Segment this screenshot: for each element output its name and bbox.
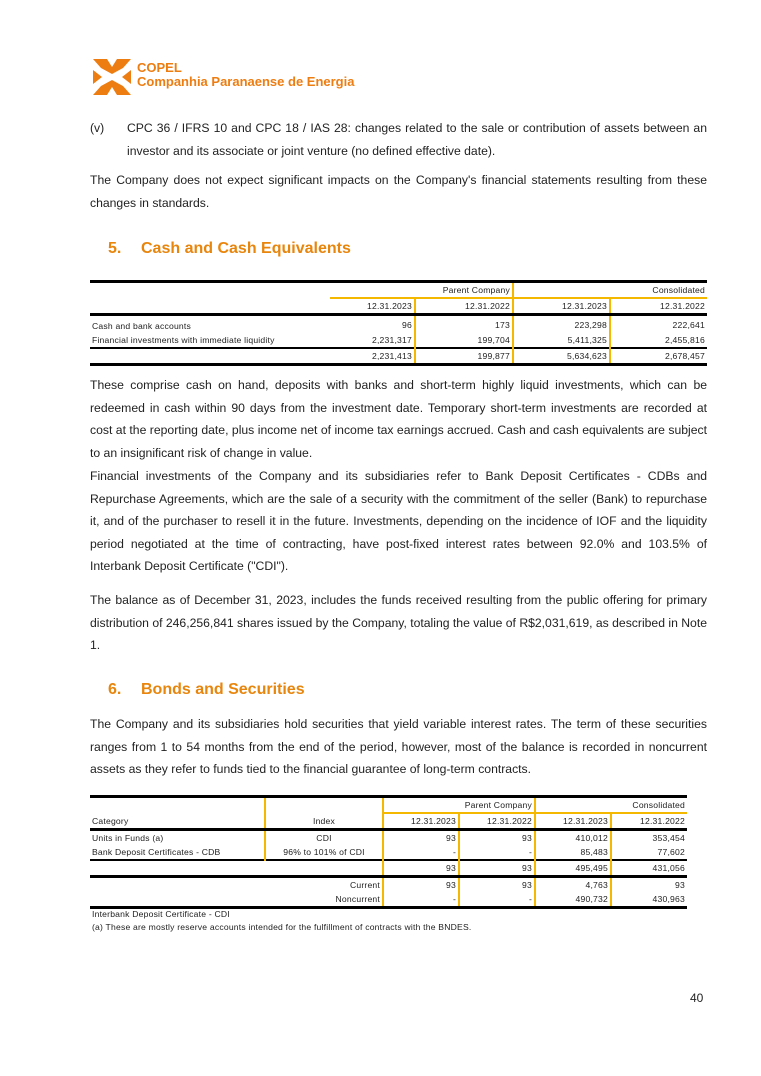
column-header: 12.31.2023 xyxy=(383,813,460,830)
cell: 77,602 xyxy=(657,847,685,857)
cell: 4,763 xyxy=(535,876,612,892)
cash-equivalents-table: Parent Company Consolidated 12.31.2023 12.… xyxy=(90,280,707,366)
column-header: 12.31.2023 xyxy=(330,298,416,315)
logo-line-2: Companhia Paranaense de Energia xyxy=(137,74,355,89)
column-header: 12.31.2022 xyxy=(639,816,685,826)
footnote: Interbank Deposit Certificate - CDI xyxy=(92,909,230,919)
table-row: Cash and bank accounts 96 173 223,298 222,64… xyxy=(90,314,707,333)
current-row: Current 93 93 4,763 93 xyxy=(90,876,687,892)
cell: 93 xyxy=(459,860,536,877)
cell: 85,483 xyxy=(535,845,612,860)
paragraph: These comprise cash on hand, deposits wi… xyxy=(90,378,707,460)
paragraph: The balance as of December 31, 2023, inc… xyxy=(90,593,707,652)
group-header: Consolidated xyxy=(513,281,707,299)
row-label: Current xyxy=(265,876,384,892)
table-row: Bank Deposit Certificates - CDB 96% to 10… xyxy=(90,845,687,860)
cell: 93 xyxy=(383,876,460,892)
group-header: Consolidated xyxy=(535,796,687,814)
table-row: Units in Funds (a) CDI 93 93 410,012 353,454 xyxy=(90,829,687,845)
cell: 222,641 xyxy=(672,319,705,330)
column-header: 12.31.2022 xyxy=(659,301,705,311)
cell: 2,231,413 xyxy=(330,348,416,365)
cell: 223,298 xyxy=(513,314,611,333)
cell: 495,495 xyxy=(535,860,612,877)
table-row: Financial investments with immediate liq… xyxy=(90,333,707,348)
column-header: 12.31.2023 xyxy=(513,298,611,315)
cell: 96% to 101% of CDI xyxy=(265,845,384,860)
cell: - xyxy=(459,845,536,860)
column-header: 12.31.2023 xyxy=(535,813,612,830)
paragraph: Financial investments of the Company and… xyxy=(90,469,707,573)
logo-line-1: COPEL xyxy=(137,60,182,75)
column-header: 12.31.2022 xyxy=(459,813,536,830)
cell: 2,231,317 xyxy=(330,333,416,348)
cell: 93 xyxy=(383,829,460,845)
cell: 490,732 xyxy=(535,892,612,908)
intro-paragraph: The Company does not expect significant … xyxy=(90,173,707,210)
cell: CDI xyxy=(265,829,384,845)
footnote: (a) These are mostly reserve accounts in… xyxy=(92,922,472,932)
column-header: Category xyxy=(90,813,266,830)
cell: 5,634,623 xyxy=(513,348,611,365)
column-header: 12.31.2022 xyxy=(415,298,514,315)
list-item-v: (v) CPC 36 / IFRS 10 and CPC 18 / IAS 28… xyxy=(90,117,707,162)
section-title: Cash and Cash Equivalents xyxy=(141,240,351,257)
cell: 353,454 xyxy=(652,833,685,843)
bonds-securities-table: Parent Company Consolidated Category Index… xyxy=(90,795,687,909)
copel-logo-icon xyxy=(93,59,131,95)
row-label: Cash and bank accounts xyxy=(92,321,191,331)
cell: 199,704 xyxy=(415,333,514,348)
cell: 93 xyxy=(383,860,460,877)
cell: 173 xyxy=(415,314,514,333)
list-item-text: CPC 36 / IFRS 10 and CPC 18 / IAS 28: ch… xyxy=(127,121,707,158)
section-title: Bonds and Securities xyxy=(141,681,305,698)
list-marker: (v) xyxy=(90,121,105,135)
cell: 93 xyxy=(675,880,685,890)
cell: 431,056 xyxy=(652,863,685,873)
cell: 199,877 xyxy=(415,348,514,365)
cell: 410,012 xyxy=(535,829,612,845)
cell: 96 xyxy=(330,314,416,333)
cell: - xyxy=(383,845,460,860)
total-row: 2,231,413 199,877 5,634,623 2,678,457 xyxy=(90,348,707,365)
section-5-heading: 5. Cash and Cash Equivalents xyxy=(108,240,351,258)
cell: 5,411,325 xyxy=(513,333,611,348)
cell: 2,678,457 xyxy=(664,351,705,361)
group-header: Parent Company xyxy=(330,281,514,299)
cell: 2,455,816 xyxy=(664,335,705,345)
total-row: 93 93 495,495 431,056 xyxy=(90,860,687,877)
paragraph: The Company and its subsidiaries hold se… xyxy=(90,717,707,776)
cell: 93 xyxy=(459,876,536,892)
section-number: 6. xyxy=(108,681,122,698)
row-label: Noncurrent xyxy=(265,892,384,908)
group-header: Parent Company xyxy=(383,796,536,814)
cell: 430,963 xyxy=(652,894,685,904)
section-number: 5. xyxy=(108,240,122,257)
company-logo-text: COPEL Companhia Paranaense de Energia xyxy=(137,61,354,89)
row-label: Units in Funds (a) xyxy=(90,829,266,845)
cell: 93 xyxy=(459,829,536,845)
row-label: Financial investments with immediate liq… xyxy=(92,335,275,345)
cell: - xyxy=(459,892,536,908)
section-6-heading: 6. Bonds and Securities xyxy=(108,681,305,699)
row-label: Bank Deposit Certificates - CDB xyxy=(90,845,266,860)
cell: - xyxy=(383,892,460,908)
noncurrent-row: Noncurrent - -490,732 430,963 xyxy=(90,892,687,908)
column-header: Index xyxy=(265,813,384,830)
page-number: 40 xyxy=(690,991,704,1005)
